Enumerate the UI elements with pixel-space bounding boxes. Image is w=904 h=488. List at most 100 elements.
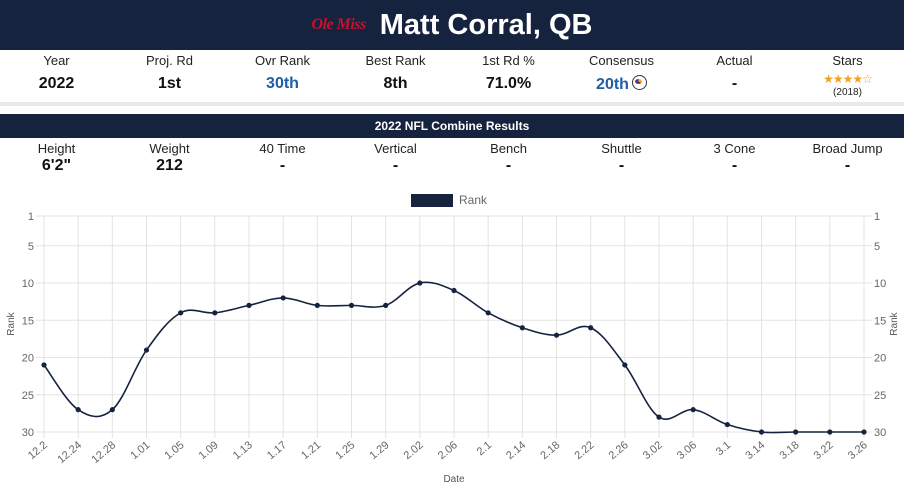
combine-40-time: 40 Time - [226, 141, 339, 177]
data-point [758, 429, 765, 435]
data-point [827, 429, 833, 435]
y-tick-label-right: 20 [874, 353, 886, 365]
legend-swatch [411, 194, 453, 207]
stat-stars: Stars ★★★★☆ (2018) [791, 53, 904, 101]
data-point [75, 407, 81, 413]
y-axis-title-right: Rank [889, 311, 900, 335]
stat-label: Weight [149, 141, 190, 156]
data-point [41, 362, 47, 368]
star-empty-icon: ☆ [862, 72, 873, 86]
combine-broad-jump: Broad Jump - [791, 141, 904, 177]
x-tick-label: 2.26 [607, 439, 631, 462]
stat-first-round-pct: 1st Rd % 71.0% [452, 53, 565, 101]
y-tick-label-right: 30 [874, 427, 886, 439]
stat-value: - [618, 157, 625, 174]
stat-value: 6'2" [41, 157, 72, 174]
x-tick-label: 2.18 [538, 439, 562, 462]
y-tick-label-right: 1 [874, 211, 880, 223]
stat-label: Stars [832, 53, 863, 68]
x-tick-label: 3.02 [641, 439, 665, 462]
stars-year: (2018) [833, 87, 862, 98]
data-point [588, 325, 594, 331]
x-tick-label: 3.22 [812, 439, 836, 462]
data-point [724, 421, 730, 428]
y-tick-label-right: 5 [874, 241, 880, 253]
data-point [109, 407, 115, 413]
player-title: Matt Corral, QB [379, 8, 593, 41]
combine-weight: Weight 212 [113, 141, 226, 177]
x-tick-label: 12.2 [26, 439, 50, 462]
combine-bench: Bench - [452, 141, 565, 177]
data-point [690, 407, 696, 413]
data-point [793, 429, 799, 435]
x-tick-label: 3.06 [675, 439, 699, 462]
stat-best-rank: Best Rank 8th [339, 53, 452, 101]
x-tick-label: 3.18 [777, 439, 801, 462]
x-axis-title: Date [443, 474, 465, 485]
data-point [451, 287, 457, 294]
y-tick-label: 20 [22, 353, 34, 365]
stat-label: Ovr Rank [255, 53, 310, 68]
stat-label: Shuttle [601, 141, 642, 156]
y-tick-label: 1 [28, 211, 34, 223]
data-point [519, 325, 525, 331]
stat-label: Broad Jump [812, 141, 883, 156]
page-header: Ole Miss Matt Corral, QB [0, 0, 904, 50]
stat-value-wrap[interactable]: 20th [565, 75, 678, 94]
data-point [383, 302, 389, 308]
legend-label: Rank [459, 193, 488, 207]
stat-label: Proj. Rd [146, 53, 193, 68]
y-tick-label: 10 [22, 278, 34, 290]
x-tick-label: 1.09 [197, 439, 221, 462]
x-tick-label: 3.14 [743, 439, 767, 462]
x-tick-label: 1.25 [333, 439, 357, 462]
stat-value: - [844, 157, 851, 174]
stat-year: Year 2022 [0, 53, 113, 101]
x-tick-label: 2.14 [504, 439, 528, 462]
data-point [656, 414, 662, 420]
combine-shuttle: Shuttle - [565, 141, 678, 177]
combine-stats-row: Height 6'2" Weight 212 40 Time - Vertica… [0, 141, 904, 177]
data-point [348, 302, 355, 308]
stat-proj-rd: Proj. Rd 1st [113, 53, 226, 101]
y-tick-label: 5 [28, 241, 34, 253]
stat-value: 71.0% [485, 75, 532, 92]
combine-3-cone: 3 Cone - [678, 141, 791, 177]
data-point [314, 302, 320, 308]
stat-label: 3 Cone [713, 141, 756, 156]
y-tick-label: 30 [22, 427, 34, 439]
star-rating: ★★★★☆ [791, 72, 904, 86]
stat-label: Year [43, 53, 70, 68]
stat-value: 2022 [38, 75, 75, 92]
stat-value: 212 [156, 157, 183, 174]
x-tick-label: 2.22 [572, 439, 596, 462]
x-tick-label: 12.24 [55, 439, 84, 466]
data-point [553, 332, 560, 338]
x-tick-label: 2.06 [436, 439, 460, 462]
x-tick-label: 3.26 [846, 439, 870, 462]
x-tick-label: 1.13 [231, 439, 255, 462]
stat-value: - [392, 157, 399, 174]
data-point [246, 302, 252, 308]
y-tick-label-right: 10 [874, 278, 886, 290]
combine-title: 2022 NFL Combine Results [0, 114, 904, 138]
stat-value[interactable]: 20th [596, 76, 629, 93]
data-point [861, 429, 867, 435]
stat-value[interactable]: 30th [266, 75, 299, 92]
data-point [212, 310, 218, 316]
y-axis-title: Rank [6, 311, 17, 335]
x-tick-label: 1.17 [265, 439, 289, 462]
stat-value: - [505, 157, 512, 174]
stat-ovr-rank: Ovr Rank 30th [226, 53, 339, 101]
stat-consensus: Consensus 20th [565, 53, 678, 101]
data-point [485, 310, 491, 316]
stat-value: - [279, 157, 286, 174]
star-filled-icon: ★ [852, 72, 863, 86]
x-tick-label: 2.1 [475, 439, 494, 458]
team-logo: Ole Miss [311, 16, 367, 33]
stat-value: 1st [157, 75, 182, 92]
y-tick-label: 25 [22, 390, 34, 402]
data-point [417, 280, 423, 286]
data-point [143, 347, 150, 353]
